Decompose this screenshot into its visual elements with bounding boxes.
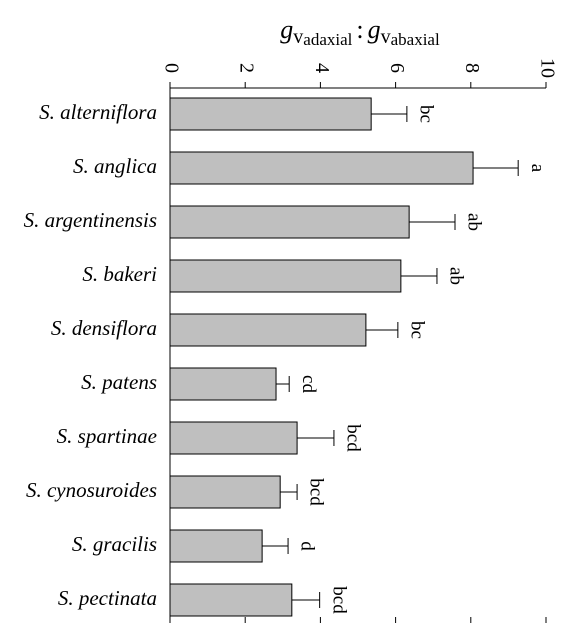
- bar: [169, 421, 298, 455]
- axis-title-part: adaxial: [303, 30, 352, 49]
- y-tick-label: S. pectinata: [58, 586, 157, 610]
- annotation: cd: [298, 375, 319, 393]
- axis-title-part: g: [368, 15, 381, 44]
- x-tick-label: 2: [236, 63, 258, 73]
- bar: [169, 475, 281, 509]
- y-tick-label: S. argentinensis: [24, 208, 157, 232]
- y-tick-label: S. patens: [81, 370, 157, 394]
- annotation: ab: [446, 267, 467, 285]
- x-tick-label: 6: [386, 63, 408, 73]
- axis-title-part: v: [381, 26, 391, 48]
- x-tick-label: 0: [160, 63, 182, 73]
- y-tick-label: S. alterniflora: [39, 100, 157, 124]
- bar: [169, 529, 263, 563]
- bar: [169, 205, 410, 239]
- annotation: bc: [406, 321, 427, 339]
- axis-title-part: v: [293, 26, 303, 48]
- y-tick-label: S. bakeri: [82, 262, 157, 286]
- annotation: bc: [416, 105, 437, 123]
- y-tick-label: S. anglica: [73, 154, 157, 178]
- annotation: bcd: [306, 478, 327, 506]
- annotation: bcd: [328, 586, 349, 614]
- x-tick-label: 8: [461, 63, 483, 73]
- axis-title-part: g: [280, 15, 293, 44]
- y-tick-label: S. spartinae: [57, 424, 157, 448]
- annotation: ab: [464, 213, 485, 231]
- y-tick-label: S. densiflora: [51, 316, 157, 340]
- annotation: d: [297, 541, 318, 551]
- bar: [169, 583, 293, 617]
- y-tick-label: S. gracilis: [72, 532, 157, 556]
- bar: [169, 151, 474, 185]
- x-tick-label: 10: [536, 58, 558, 78]
- x-tick-label: 4: [311, 63, 333, 73]
- annotation: a: [527, 164, 548, 173]
- axis-title: gvadaxial: gvabaxial: [280, 15, 440, 49]
- axis-title-part: :: [356, 15, 363, 44]
- axis-title-part: abaxial: [391, 30, 440, 49]
- bar: [169, 313, 367, 347]
- bar: [169, 97, 372, 131]
- bar: [169, 259, 402, 293]
- y-tick-label: S. cynosuroides: [26, 478, 157, 502]
- annotation: bcd: [343, 424, 364, 452]
- bar: [169, 367, 277, 401]
